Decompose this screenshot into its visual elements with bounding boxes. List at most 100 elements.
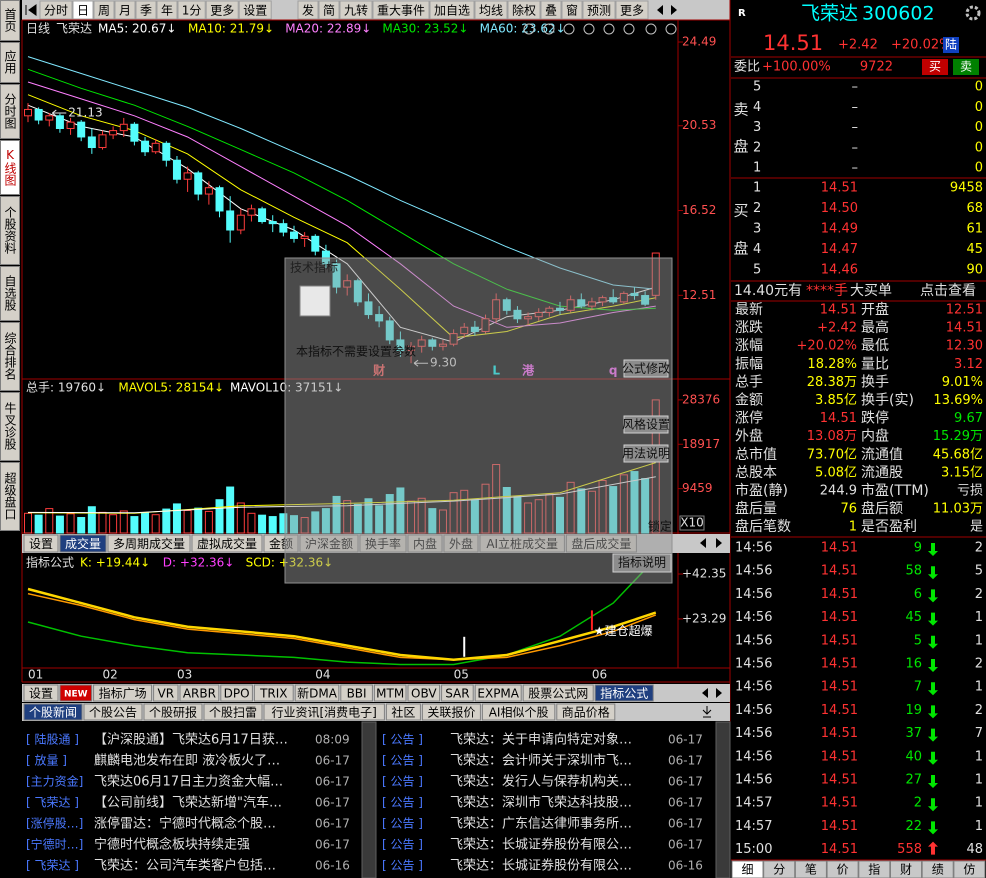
news-tag[interactable]: [ 飞荣达 ]	[26, 859, 79, 873]
scrollbar[interactable]	[361, 721, 377, 878]
toolbar-button[interactable]	[297, 0, 319, 20]
side-tab-label[interactable]: 超级盘口	[3, 471, 17, 520]
tab[interactable]	[59, 684, 93, 702]
dialog-button-label[interactable]: 风格设置	[622, 417, 670, 432]
panel-tab[interactable]	[890, 860, 922, 878]
side-tab[interactable]	[0, 196, 20, 265]
news-title[interactable]: 飞荣达：发行人与保荐机构关…	[450, 774, 632, 790]
tab-label[interactable]: 虚拟成交量	[197, 536, 257, 551]
toolbar-button[interactable]	[372, 0, 430, 20]
dialog-button-label[interactable]: 公式修改	[622, 361, 670, 376]
toolbar-button[interactable]	[238, 0, 272, 20]
toolbar-button-label[interactable]: 简	[323, 4, 335, 18]
big-order-text[interactable]: 点击查看	[920, 283, 976, 299]
toolbar-button-label[interactable]: 发	[302, 3, 314, 18]
tab[interactable]	[340, 684, 373, 702]
tab-label[interactable]: NEW	[64, 690, 88, 700]
news-title[interactable]: 飞荣达：长城证券股份有限公…	[450, 858, 632, 874]
news-tag[interactable]: [ 陆股通 ]	[26, 732, 79, 747]
side-tab[interactable]	[0, 0, 20, 41]
tab-label[interactable]: 股票公式网	[528, 687, 588, 701]
news-title[interactable]: 宁德时代概念板块持续走强	[94, 837, 250, 853]
news-title[interactable]: 涨停雷达：宁德时代概念个股…	[94, 816, 276, 832]
toolbar-button-label[interactable]: 除权	[512, 3, 536, 18]
news-tag[interactable]: [主力资金]	[26, 774, 83, 789]
toolbar-button[interactable]	[429, 0, 475, 20]
chart-tool-icon[interactable]	[583, 23, 595, 35]
news-title[interactable]: 麒麟电池发布在即 液冷板火了…	[94, 753, 280, 769]
toolbar-icon[interactable]	[25, 4, 37, 16]
toolbar-button[interactable]	[474, 0, 508, 20]
toolbar-button[interactable]	[114, 0, 136, 20]
panel-tab-label[interactable]: 指	[868, 862, 880, 877]
toolbar-button-label[interactable]: 更多	[620, 4, 644, 18]
panel-tab[interactable]	[794, 860, 827, 878]
tab-label[interactable]: 个股公告	[89, 706, 137, 720]
panel-tab-label[interactable]: 价	[837, 863, 849, 877]
toolbar-button[interactable]	[72, 0, 94, 20]
side-tab[interactable]	[0, 462, 20, 531]
tab-label[interactable]: AI相似个股	[489, 706, 549, 720]
tab-label[interactable]: ARBR	[183, 687, 216, 701]
chart-tool-icon[interactable]	[645, 23, 657, 35]
tab[interactable]	[373, 684, 407, 702]
side-tab[interactable]	[0, 84, 20, 139]
toolbar-button-label[interactable]: 均线	[479, 4, 503, 18]
tab-label[interactable]: 行业资讯[消费电子]	[272, 706, 377, 720]
toolbar-button-label[interactable]: 周	[98, 4, 110, 18]
toolbar-button-label[interactable]: 季	[140, 4, 152, 18]
tab[interactable]	[93, 684, 153, 702]
dialog-button[interactable]	[623, 415, 669, 434]
side-tab-label[interactable]: 个股资料	[3, 206, 17, 254]
toolbar-button-label[interactable]: 九转	[344, 3, 368, 18]
tab-label[interactable]: 设置	[29, 687, 53, 701]
toolbar-button[interactable]	[135, 0, 157, 20]
tab[interactable]	[421, 703, 481, 721]
sell-button-label[interactable]: 卖	[960, 60, 972, 74]
toolbar-button[interactable]	[39, 0, 73, 20]
panel-tab[interactable]	[826, 860, 859, 878]
news-tag[interactable]: [ 公告 ]	[382, 775, 423, 789]
tab[interactable]	[522, 684, 594, 702]
tab[interactable]	[441, 684, 474, 702]
dialog-lock[interactable]: 锁定	[648, 519, 672, 534]
tab-label[interactable]: 关联报价	[427, 705, 475, 720]
toolbar-button-label[interactable]: 日	[77, 4, 89, 18]
tab-label[interactable]: 多周期成交量	[113, 536, 185, 551]
news-title[interactable]: 飞荣达：关于申请向特定对象…	[450, 732, 632, 748]
tab[interactable]	[474, 684, 522, 702]
news-tag[interactable]: [ 公告 ]	[382, 838, 423, 852]
panel-tab-label[interactable]: 财	[900, 863, 912, 877]
toolbar-button[interactable]	[93, 0, 115, 20]
panel-tab-label[interactable]: 细	[741, 863, 753, 877]
toolbar-button-label[interactable]: 加自选	[434, 4, 470, 18]
tab[interactable]	[191, 534, 263, 553]
news-title[interactable]: 飞荣达：长城证券股份有限公…	[450, 837, 632, 853]
side-tab-label[interactable]: 应用	[3, 49, 17, 75]
toolbar-button-label[interactable]: 预测	[587, 4, 611, 18]
tab[interactable]	[203, 703, 263, 721]
settings-icon[interactable]	[965, 5, 981, 21]
toolbar-button[interactable]	[540, 0, 562, 20]
chart-tool-icon[interactable]	[665, 23, 677, 35]
chart-tool-icon[interactable]	[543, 23, 555, 35]
dialog-button-label[interactable]: 指标说明	[618, 555, 666, 570]
news-tag[interactable]: [ 公告 ]	[382, 859, 423, 873]
tab-label[interactable]: 个股扫雷	[209, 706, 257, 720]
tab-label[interactable]: BBI	[347, 687, 367, 701]
side-tab-label[interactable]: K线图	[3, 148, 17, 186]
toolbar-button-label[interactable]: 1分	[182, 4, 202, 18]
toolbar-button[interactable]	[615, 0, 649, 20]
tab-label[interactable]: TRIX	[259, 687, 287, 701]
news-title[interactable]: 飞荣达06月17日主力资金大幅…	[94, 774, 283, 790]
scrollbar[interactable]	[715, 721, 731, 878]
tab-label[interactable]: DPO	[224, 687, 250, 701]
news-tag[interactable]: [ 公告 ]	[382, 754, 423, 768]
tab-label[interactable]: SAR	[445, 687, 469, 701]
toolbar-button-label[interactable]: 月	[119, 4, 131, 18]
chart-tool-icon[interactable]	[523, 23, 535, 35]
chart-tool-icon[interactable]	[623, 23, 635, 35]
toolbar-button-label[interactable]: 设置	[243, 4, 267, 18]
panel-tab-label[interactable]: 绩	[932, 863, 944, 877]
tab-scroll[interactable]	[700, 538, 722, 548]
